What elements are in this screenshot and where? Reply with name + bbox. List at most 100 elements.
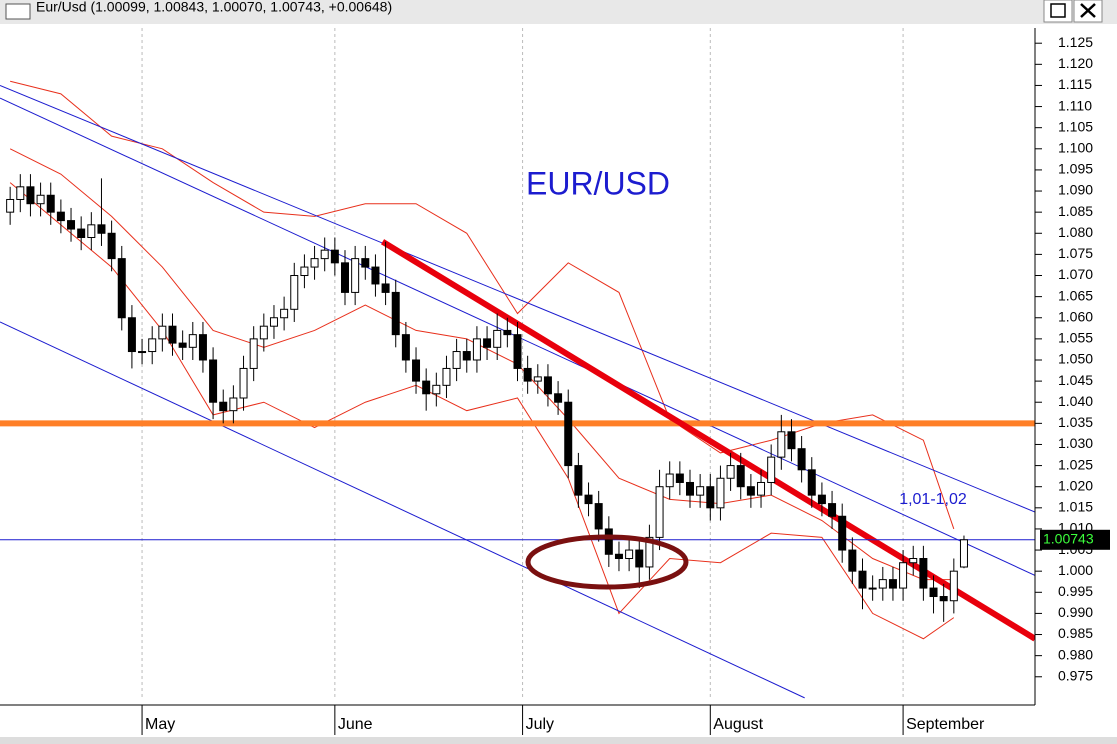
y-tick-label: 1.015 [1058,499,1093,515]
y-tick-label: 1.100 [1058,140,1093,156]
candle-body [239,367,248,399]
candle-body [280,308,289,319]
y-tick-label: 0.985 [1058,625,1093,641]
title-bar [0,0,1117,24]
candle-body [939,596,948,602]
candle-body [77,228,86,238]
candle-body [888,579,897,589]
candle-body [138,351,147,354]
candle-body [645,536,654,568]
x-tick-label: July [526,716,554,733]
candle-body [320,249,329,260]
candle-body [442,367,451,386]
candle-body [686,481,694,496]
y-tick-label: 1.095 [1058,161,1093,177]
candle-body [807,469,816,496]
axes: 1.125 1.120 1.115 1.110 1.105 1.100 1.095 1.090… [141,34,1110,735]
y-tick-label: 1.055 [1058,330,1093,346]
candle-body [341,262,349,293]
y-tick-label: 0.980 [1058,646,1093,662]
candle-body [696,486,705,496]
candle-body [381,283,390,293]
y-tick-label: 1.020 [1058,477,1093,493]
x-tick-label: September [906,716,985,733]
y-tick-label: 0.975 [1058,667,1093,683]
candle-body [36,194,45,205]
candle-body [503,329,512,336]
candle-body [432,384,441,395]
candle-body [797,448,806,471]
candle-body [300,266,309,277]
candle-body [828,503,837,517]
candle-body [858,570,867,589]
y-tick-label: 1.030 [1058,435,1093,451]
candle-body [361,258,370,268]
candle-body [584,494,593,505]
x-tick-label: June [338,716,373,733]
candle-body [401,334,410,361]
last-price-label: 1.00743 [1043,530,1094,546]
candle-body [178,342,187,348]
last-price-box [1040,529,1110,550]
y-tick-label: 1.035 [1058,414,1093,430]
y-tick-label: 1.000 [1058,562,1093,578]
candle-body [259,325,268,340]
overlay-line [0,321,805,699]
candle-body [412,359,421,382]
candle-body [290,275,299,310]
candle-body [736,465,745,488]
candle-body [767,456,776,483]
candle-body [371,266,380,285]
x-tick-label: May [145,716,175,733]
y-tick-label: 0.990 [1058,604,1093,620]
candle-body [16,186,25,200]
candle-body [554,393,563,403]
plot-area [0,28,1035,700]
overlay-line [0,84,1035,513]
y-tick-label: 1.120 [1058,55,1093,71]
candle-body [351,258,360,293]
maximize-icon [1050,3,1066,18]
candle-body [564,401,573,467]
candle-body [493,329,502,348]
candle-body [574,465,583,496]
candle-body [462,351,471,361]
candle-body [513,334,522,369]
candle-body [959,539,968,568]
y-tick-label: 1.025 [1058,456,1093,472]
candle-body [706,486,715,509]
y-tick-label: 1.110 [1058,97,1092,113]
candle-body [127,317,136,353]
candle-body [219,401,228,412]
candle-body [422,380,431,395]
candle-body [46,194,55,213]
candle-body [746,486,755,496]
y-tick-label: 1.105 [1058,118,1093,134]
candle-body [158,325,167,340]
candle-body [87,224,96,238]
candle-body [391,291,400,336]
candle-body [533,376,542,382]
candle-body [6,198,15,213]
candle-body [67,220,76,230]
x-tick-label: August [713,716,763,733]
candle-body [777,431,786,458]
candle-body [817,494,826,505]
candle-body [229,397,238,412]
candle-body [523,367,532,382]
overlay-line [9,148,954,581]
candle-body [655,486,664,538]
y-tick-label: 1.125 [1058,34,1093,50]
candle-body [899,562,908,589]
candle-body [198,334,207,361]
candle-body [209,359,218,403]
y-tick-label: 1.065 [1058,287,1093,303]
y-tick-label: 1.045 [1058,372,1093,388]
candle-body [868,587,877,590]
candle-body [625,549,634,560]
y-tick-label: 1.050 [1058,351,1093,367]
candle-body [168,325,177,344]
candle-body [665,473,674,488]
candle-body [483,338,492,348]
